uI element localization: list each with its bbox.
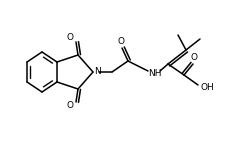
Text: OH: OH <box>199 83 213 91</box>
Text: NH: NH <box>148 69 161 79</box>
Text: O: O <box>66 34 73 42</box>
Text: O: O <box>190 53 197 62</box>
Text: O: O <box>66 101 73 111</box>
Text: N: N <box>94 68 101 76</box>
Text: O: O <box>117 38 124 46</box>
